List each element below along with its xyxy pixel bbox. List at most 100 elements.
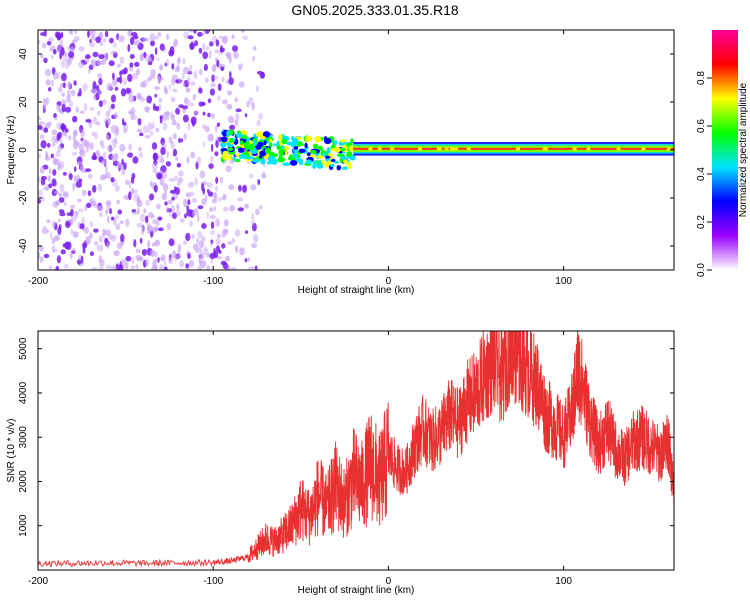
noise-blob: [94, 241, 98, 246]
noise-blob: [202, 111, 206, 116]
noise-blob: [168, 238, 175, 247]
noise-blob: [112, 42, 117, 48]
noise-blob: [201, 101, 206, 106]
signal-blob: [248, 143, 255, 151]
noise-blob: [57, 218, 61, 223]
noise-blob: [97, 110, 101, 117]
noise-blob: [114, 185, 120, 192]
noise-blob: [74, 128, 78, 136]
noise-blob: [228, 184, 235, 190]
snr-point: [563, 436, 565, 438]
noise-blob: [97, 73, 103, 78]
noise-blob: [132, 72, 139, 80]
signal-blob: [346, 151, 353, 157]
snr-point: [440, 432, 442, 434]
noise-blob: [128, 143, 133, 152]
tone-bright-spot: [368, 147, 373, 151]
noise-blob: [113, 112, 119, 119]
noise-blob: [214, 49, 219, 54]
noise-blob: [52, 169, 57, 176]
noise-blob: [70, 46, 75, 52]
noise-blob: [108, 60, 115, 67]
noise-blob: [170, 77, 176, 87]
noise-blob: [221, 243, 226, 249]
noise-blob: [179, 218, 185, 223]
noise-blob: [137, 207, 140, 216]
noise-blob: [93, 116, 98, 125]
noise-blob: [151, 162, 158, 170]
noise-blob: [182, 82, 186, 87]
noise-blob: [221, 76, 225, 83]
noise-blob: [187, 35, 194, 40]
signal-blob: [342, 166, 348, 170]
snr-point: [300, 507, 302, 509]
noise-blob: [203, 63, 208, 71]
noise-blob: [99, 41, 104, 46]
signal-blob: [278, 148, 286, 156]
noise-blob: [168, 136, 173, 144]
noise-blob: [143, 51, 147, 59]
noise-blob: [165, 161, 171, 167]
noise-blob: [67, 81, 72, 89]
noise-blob: [116, 63, 121, 68]
noise-blob: [111, 78, 118, 87]
noise-blob: [51, 135, 57, 143]
noise-blob: [78, 61, 85, 68]
noise-blob: [130, 265, 135, 270]
noise-blob: [127, 152, 134, 158]
noise-blob: [171, 63, 175, 70]
noise-blob: [195, 247, 199, 254]
noise-blob: [187, 122, 191, 131]
snr-point: [335, 485, 337, 487]
noise-blob: [104, 30, 109, 38]
noise-blob: [146, 108, 149, 113]
signal-blob: [268, 142, 273, 149]
noise-blob: [149, 181, 153, 187]
noise-blob: [259, 204, 263, 210]
colorbar-tick-label: 0.2: [696, 215, 707, 229]
noise-blob: [129, 36, 135, 46]
noise-blob: [152, 258, 159, 264]
noise-blob: [245, 230, 249, 235]
noise-blob: [225, 165, 232, 173]
noise-blob: [185, 87, 191, 93]
snr-point: [536, 383, 538, 385]
noise-blob: [73, 141, 79, 150]
noise-blob: [168, 49, 175, 57]
tone-bright-spot: [641, 147, 646, 151]
noise-blob: [70, 204, 76, 209]
noise-blob: [213, 192, 218, 200]
signal-blob: [326, 147, 331, 154]
tone-bright-spot: [377, 147, 382, 151]
noise-blob: [89, 142, 94, 150]
noise-blob: [178, 137, 181, 144]
noise-blob: [152, 152, 159, 161]
noise-blob: [215, 186, 218, 192]
noise-blob: [181, 72, 185, 80]
noise-blob: [89, 234, 93, 239]
noise-blob: [170, 140, 175, 150]
noise-blob: [137, 256, 144, 262]
noise-blob: [43, 57, 48, 64]
noise-blob: [198, 87, 203, 94]
noise-blob: [209, 214, 216, 220]
noise-blob: [215, 218, 220, 227]
noise-blob: [248, 97, 254, 105]
signal-blob: [259, 150, 267, 157]
noise-blob: [80, 255, 84, 264]
noise-blob: [154, 35, 159, 40]
noise-blob: [176, 163, 182, 168]
signal-blob: [340, 147, 346, 152]
noise-blob: [57, 145, 62, 153]
noise-blob: [96, 244, 101, 252]
snr-point: [457, 423, 460, 425]
noise-blob: [75, 181, 82, 188]
noise-blob: [197, 31, 203, 37]
noise-blob: [92, 185, 97, 193]
noise-blob: [92, 152, 97, 160]
noise-blob: [123, 67, 128, 75]
noise-blob: [136, 197, 141, 203]
noise-blob: [139, 54, 144, 59]
signal-blob: [243, 143, 248, 149]
noise-blob: [61, 103, 66, 113]
